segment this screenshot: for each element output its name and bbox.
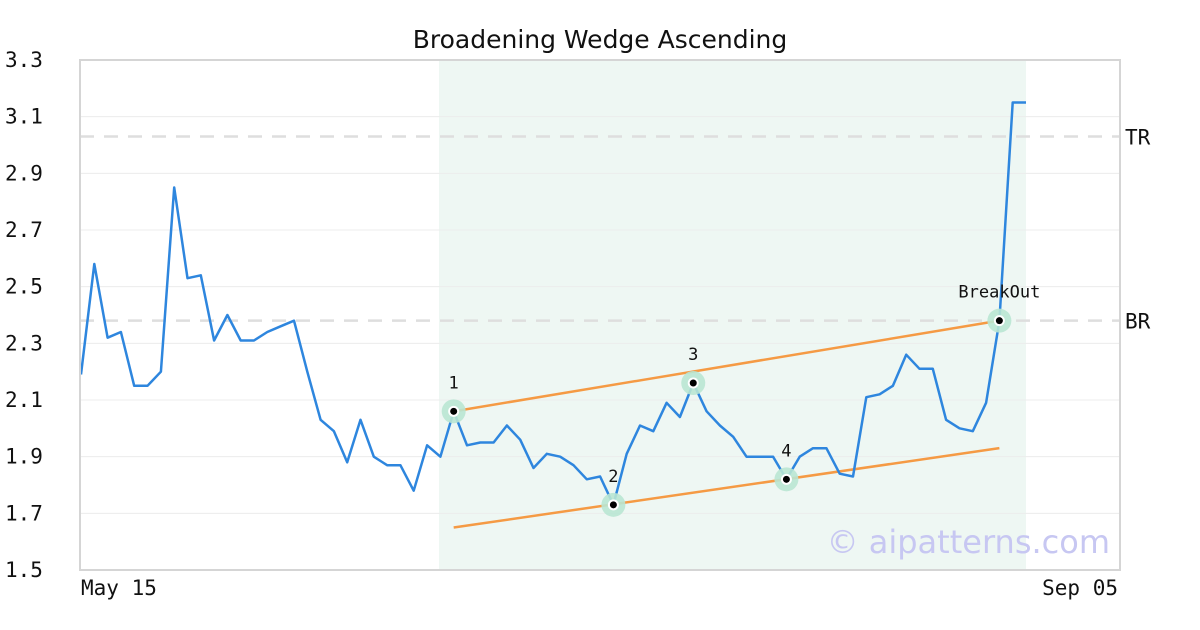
x-tick-label: May 15: [81, 576, 157, 600]
y-tick-label: 2.1: [5, 388, 43, 412]
pivots-layer: 1 2 3 4 BreakOut: [441, 283, 1040, 517]
pivot-dot-2: [609, 501, 617, 509]
pivot-label-3: 3: [688, 345, 698, 365]
y-tick-label: 1.7: [5, 501, 43, 525]
y-tick-label: 3.3: [5, 48, 43, 72]
upper-trendline: [453, 319, 1000, 413]
price-line: [79, 101, 1026, 507]
y-tick-label: 3.1: [5, 105, 43, 129]
y-tick-label: 1.5: [5, 558, 43, 582]
pivot-label-2: 2: [608, 467, 618, 487]
pivot-label-1: 1: [449, 373, 459, 393]
pivot-dot-3: [689, 379, 697, 387]
pivot-label-breakout: BreakOut: [958, 283, 1040, 303]
reference-lines-layer: [80, 135, 1120, 322]
reference-label-br: BR: [1125, 310, 1151, 334]
y-tick-label: 2.9: [5, 161, 43, 185]
x-axis-ticks: May 15 Sep 05: [81, 576, 1118, 600]
watermark: © aipatterns.com: [827, 523, 1110, 561]
pattern-region-layer: [439, 60, 1026, 570]
pivot-dot-breakout: [995, 317, 1003, 325]
pattern-region: [439, 60, 1026, 570]
plot-frame: [79, 59, 1121, 571]
trendlines-layer: [453, 319, 1000, 529]
y-tick-label: 2.5: [5, 275, 43, 299]
pivot-dot-4: [782, 475, 790, 483]
x-tick-label: Sep 05: [1042, 576, 1118, 600]
reference-labels: TR BR: [1125, 126, 1151, 334]
y-axis-ticks: 1.5 1.7 1.9 2.1 2.3 2.5 2.7 2.9 3.1 3.3: [5, 48, 43, 582]
pivot-dot-1: [450, 407, 458, 415]
reference-label-tr: TR: [1125, 126, 1151, 150]
chart-title: Broadening Wedge Ascending: [413, 25, 788, 54]
y-tick-label: 1.9: [5, 445, 43, 469]
lower-trendline: [453, 446, 1000, 529]
y-tick-label: 2.7: [5, 218, 43, 242]
y-tick-label: 2.3: [5, 331, 43, 355]
series-layer: [79, 101, 1026, 507]
pivot-label-4: 4: [781, 441, 791, 461]
